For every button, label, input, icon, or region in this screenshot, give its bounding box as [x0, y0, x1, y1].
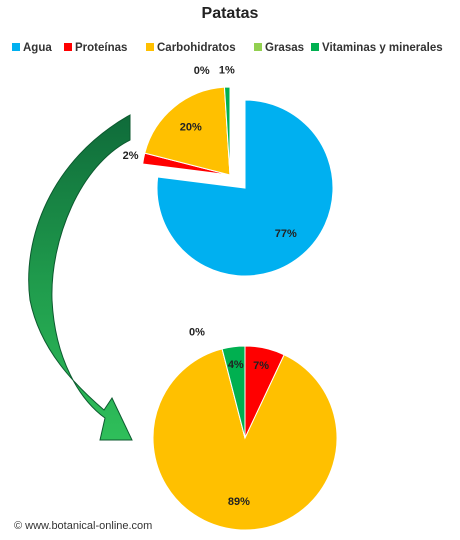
data-label: 0% — [194, 65, 210, 77]
legend-swatch — [12, 43, 20, 51]
data-label: 4% — [228, 359, 244, 371]
pie-slice — [156, 99, 334, 277]
legend-swatch — [64, 43, 72, 51]
legend-label: Carbohidratos — [157, 42, 236, 54]
legend-label: Grasas — [265, 42, 304, 54]
data-label: 2% — [123, 150, 139, 162]
pie-slice — [221, 345, 246, 439]
data-label: 89% — [228, 496, 250, 508]
source: © www.botanical-online.com — [14, 520, 152, 532]
legend-label: Agua — [23, 42, 52, 54]
legend-label: Vitaminas y minerales — [322, 42, 443, 54]
pie-slice — [144, 86, 231, 176]
data-label: 1% — [219, 65, 235, 77]
legend-swatch — [254, 43, 262, 51]
data-label: 0% — [189, 326, 205, 338]
pie-slice — [152, 348, 338, 531]
legend-swatch — [146, 43, 154, 51]
data-label: 7% — [253, 360, 269, 372]
data-label: 20% — [180, 121, 202, 133]
pie-slice — [223, 86, 231, 176]
arrow — [28, 114, 133, 441]
data-label: 77% — [275, 228, 297, 240]
chart-title: Patatas — [202, 5, 259, 22]
legend-swatch — [311, 43, 319, 51]
legend-label: Proteínas — [75, 42, 127, 54]
